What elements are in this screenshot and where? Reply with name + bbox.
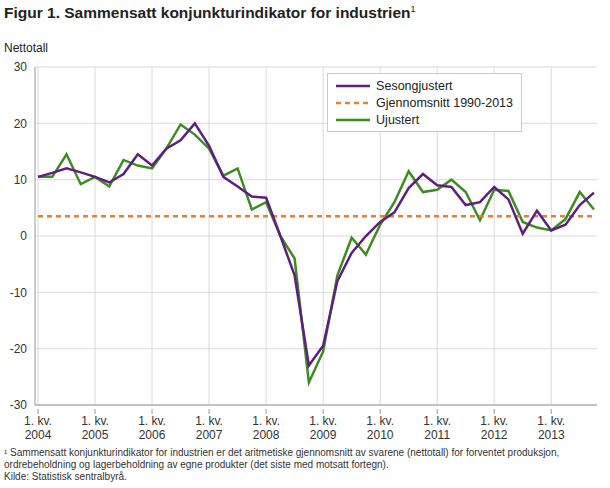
svg-text:1. kv.2010: 1. kv.2010 [366,414,394,442]
html-text:Figur 1. Sammensatt konjunktur: Figur 1. Sammensatt konjunkturindikator … [4,4,416,22]
html-text:Ujustert: Ujustert [376,112,420,127]
svg-text:-30: -30 [10,398,28,412]
svg-text:-20: -20 [10,342,28,356]
svg-text:1. kv.2005: 1. kv.2005 [81,414,109,442]
html-text:Nettotall: Nettotall [4,41,48,55]
svg-text:0: 0 [20,229,27,243]
html-text:Sesongjustert: Sesongjustert [376,78,453,93]
svg-text:20: 20 [14,117,28,131]
svg-text:1. kv.2008: 1. kv.2008 [252,414,280,442]
html-text:Kilde: Statistisk sentralbyrå.: Kilde: Statistisk sentralbyrå. [4,471,127,482]
svg-text:1. kv.2009: 1. kv.2009 [309,414,337,442]
svg-text:1. kv.2007: 1. kv.2007 [195,414,223,442]
svg-text:1. kv.2004: 1. kv.2004 [24,414,52,442]
svg-text:10: 10 [14,173,28,187]
html-text:Gjennomsnitt 1990-2013: Gjennomsnitt 1990-2013 [376,95,513,110]
svg-text:-10: -10 [10,286,28,300]
svg-text:1. kv.2006: 1. kv.2006 [138,414,166,442]
svg-text:30: 30 [14,60,28,74]
html-text:¹ Sammensatt konjunkturindikat: ¹ Sammensatt konjunkturindikator for ind… [4,447,560,470]
svg-text:1. kv.2012: 1. kv.2012 [480,414,508,442]
svg-text:1. kv.2013: 1. kv.2013 [537,414,565,442]
svg-text:1. kv.2011: 1. kv.2011 [423,414,451,442]
